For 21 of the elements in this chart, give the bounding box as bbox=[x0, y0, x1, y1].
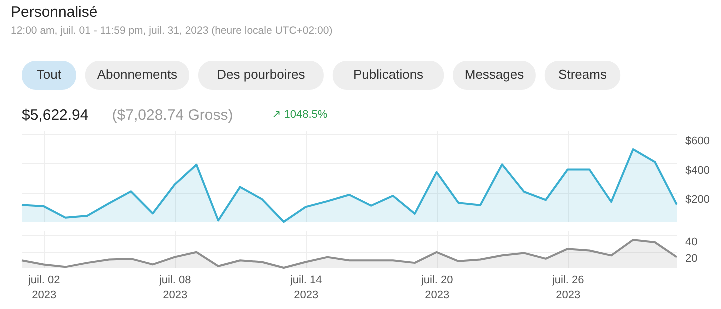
x-tick-label: juil. 26 2023 bbox=[551, 274, 584, 302]
text: Abonnements bbox=[97, 67, 178, 82]
y-tick-label: $200 bbox=[686, 194, 710, 206]
y-tick-label: $400 bbox=[686, 164, 710, 177]
text: ↗ 1048.5% bbox=[272, 109, 328, 121]
text: ($7,028.74 Gross) bbox=[112, 107, 234, 124]
chart-title: Personnalisé bbox=[11, 4, 98, 21]
text: Streams bbox=[558, 67, 608, 82]
x-tick-label: juil. 20 2023 bbox=[420, 274, 454, 302]
x-tick-label: juil. 14 2023 bbox=[289, 274, 322, 302]
text: Tout bbox=[36, 67, 62, 82]
y-tick-label: $600 bbox=[686, 135, 710, 148]
text: Publications bbox=[353, 67, 424, 82]
text: Messages bbox=[464, 67, 525, 82]
y-tick-label: 20 bbox=[686, 253, 698, 266]
x-tick-label: juil. 02 2023 bbox=[27, 274, 60, 302]
chart-subtitle: 12:00 am, juil. 01 - 11:59 pm, juil. 31, 2023 (heure locale UTC+02:00) bbox=[11, 25, 333, 37]
x-tick-label: juil. 08 2023 bbox=[158, 274, 192, 302]
text: Des pourboires bbox=[217, 67, 306, 82]
y-tick-label: 40 bbox=[686, 236, 698, 249]
text: $5,622.94 bbox=[22, 107, 89, 124]
